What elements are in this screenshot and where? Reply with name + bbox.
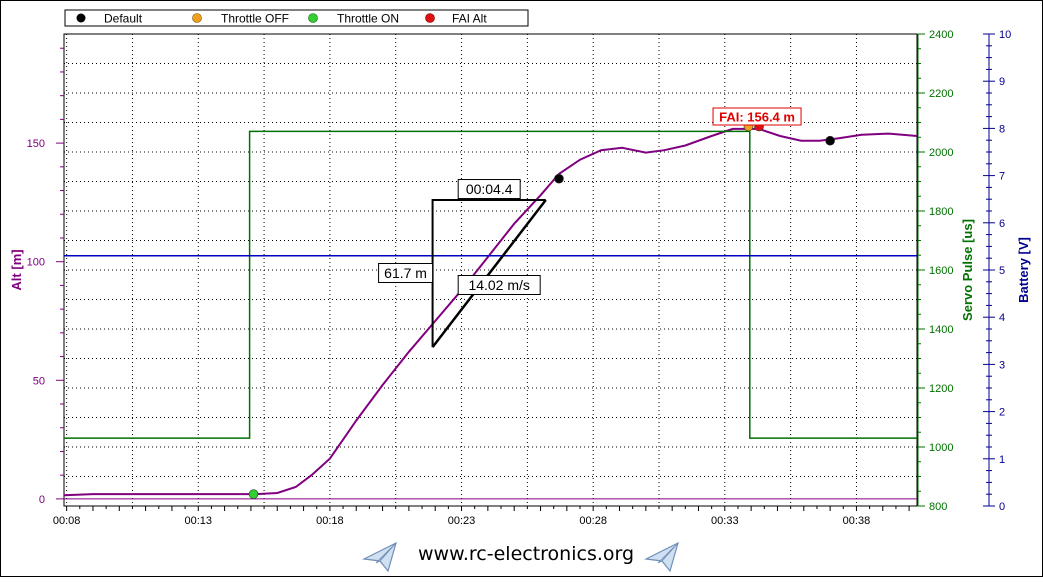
battery-tick-label: 4 — [999, 312, 1005, 324]
servo-tick-label: 1400 — [929, 324, 953, 336]
grid — [64, 34, 917, 506]
marker-throttle-on — [248, 489, 259, 499]
legend: Default Throttle OFF Throttle ON FAI Alt — [64, 9, 529, 27]
alt-delta-label-box — [378, 263, 434, 283]
legend-marker-throttle-off — [192, 13, 202, 23]
x-tick-label: 00:08 — [53, 515, 81, 527]
climb-rate-bracket — [431, 199, 546, 348]
battery-tick-label: 8 — [999, 123, 1005, 135]
alt-tick-label: 100 — [27, 257, 45, 269]
climb-rate-label: 14.02 m/s — [468, 277, 529, 293]
battery-tick-label: 0 — [999, 501, 1005, 513]
battery-tick-label: 5 — [999, 265, 1005, 277]
x-tick-label: 00:13 — [185, 515, 213, 527]
climb-rate-label-box — [457, 275, 541, 295]
climb-rate-line — [431, 199, 547, 348]
servo-tick-label: 1000 — [929, 442, 953, 454]
battery-tick-label: 10 — [999, 29, 1011, 41]
x-tick-label: 00:38 — [843, 515, 871, 527]
footer-url[interactable]: www.rc-electronics.org — [418, 543, 635, 565]
servo-tick-label: 2400 — [929, 29, 953, 41]
battery-tick-label: 2 — [999, 407, 1005, 419]
battery-tick-label: 3 — [999, 359, 1005, 371]
legend-label-fai-alt: FAI Alt — [452, 12, 487, 26]
legend-label-default: Default — [104, 12, 143, 26]
servo-tick-label: 2000 — [929, 147, 953, 159]
marker-default — [825, 135, 835, 146]
watermark-bar — [361, 541, 679, 573]
x-tick-label: 00:18 — [316, 515, 344, 527]
servo-tick-label: 1800 — [929, 206, 953, 218]
alt-delta-label: 61.7 m — [384, 265, 427, 281]
alt-tick-label: 50 — [33, 375, 45, 387]
battery-tick-label: 1 — [999, 454, 1005, 466]
series-layer — [63, 127, 918, 500]
legend-label-throttle-on: Throttle ON — [337, 12, 399, 26]
x-tick-label: 00:28 — [579, 515, 607, 527]
legend-marker-throttle-on — [308, 13, 318, 23]
x-tick-label: 00:33 — [711, 515, 739, 527]
alt-tick-label: 0 — [39, 494, 45, 506]
legend-label-throttle-off: Throttle OFF — [221, 12, 289, 26]
marks-layer: 00:04.4 61.7 m 14.02 m/s FAI: 156.4 m — [248, 107, 835, 499]
alt-axis-title: Alt [m] — [9, 249, 24, 290]
paper-plane-icon — [361, 541, 397, 573]
battery-tick-label: 6 — [999, 218, 1005, 230]
legend-marker-default — [76, 13, 86, 23]
legend-marker-fai-alt — [425, 13, 435, 23]
battery-axis-title: Battery [V] — [1016, 237, 1031, 303]
servo-tick-label: 2200 — [929, 88, 953, 100]
marker-default — [554, 173, 564, 184]
fai-alt-label-box — [712, 107, 802, 126]
battery-tick-label: 7 — [999, 171, 1005, 183]
legend-box — [64, 9, 529, 27]
battery-tick-label: 9 — [999, 76, 1005, 88]
series-line-servo — [64, 130, 917, 439]
series-line-alt — [63, 127, 918, 497]
x-tick-label: 00:23 — [448, 515, 476, 527]
servo-tick-label: 800 — [929, 501, 947, 513]
time-delta-label: 00:04.4 — [466, 181, 513, 197]
fai-alt-label: FAI: 156.4 m — [719, 110, 795, 125]
paper-plane-icon — [643, 541, 679, 573]
servo-axis-title: Servo Pulse [us] — [960, 219, 975, 321]
alt-tick-label: 150 — [27, 138, 45, 150]
servo-tick-label: 1600 — [929, 265, 953, 277]
time-delta-label-box — [457, 179, 521, 200]
servo-tick-label: 1200 — [929, 383, 953, 395]
